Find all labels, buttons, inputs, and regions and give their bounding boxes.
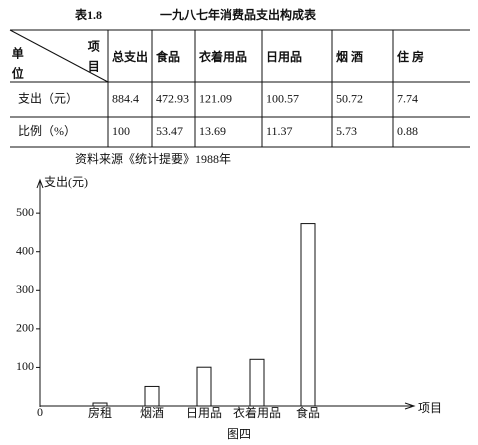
table-cell: 100.57 — [266, 91, 299, 105]
table-cell: 53.47 — [156, 124, 183, 138]
column-header: 食品 — [155, 49, 180, 64]
bar — [92, 402, 108, 407]
column-header: 衣着用品 — [199, 49, 247, 64]
y-tick-label: 400 — [16, 243, 34, 257]
table-cell: 13.69 — [199, 124, 226, 138]
table-title: 一九八七年消费品支出构成表 — [160, 7, 317, 22]
bar — [300, 223, 316, 407]
caption: 图四 — [227, 427, 251, 441]
x-tick-label: 房租 — [88, 405, 112, 420]
table-cell: 5.73 — [336, 124, 357, 138]
y-tick-label: 500 — [16, 205, 34, 219]
table-cell: 0.88 — [397, 124, 418, 138]
table-diagonal — [9, 29, 109, 83]
table-cell: 50.72 — [336, 91, 363, 105]
table-cell: 884.4 — [112, 91, 139, 105]
bar — [249, 358, 265, 407]
corner-right: 项目 — [86, 40, 100, 80]
x-arrow — [404, 402, 416, 410]
column-header: 住 房 — [397, 49, 424, 64]
corner-left: 单位 — [10, 46, 24, 87]
table-cell: 121.09 — [199, 91, 232, 105]
column-header: 烟 酒 — [336, 50, 363, 64]
x-axis-label: 项目 — [418, 401, 442, 415]
x-tick-label: 食品 — [296, 405, 320, 420]
x-tick-label: 日用品 — [186, 406, 222, 420]
table-cell: 支出（元） — [18, 91, 78, 105]
column-header: 日用品 — [266, 50, 302, 64]
y-axis-label: 支出(元) — [44, 175, 88, 189]
table-cell: 7.74 — [397, 91, 418, 105]
source: 资料来源《统计提要》1988年 — [75, 151, 231, 166]
y-arrow — [36, 178, 44, 189]
bar — [196, 366, 212, 407]
bar — [144, 385, 160, 407]
table-cell: 100 — [112, 124, 130, 138]
table-cell: 比例（%） — [18, 124, 76, 138]
x-tick-label: 衣着用品 — [233, 405, 281, 420]
table-cell: 472.93 — [156, 91, 189, 105]
column-header: 总支出 — [112, 49, 148, 64]
y-tick-label: 200 — [16, 321, 34, 335]
y-tick-label: 300 — [16, 282, 34, 296]
x-tick-label: 烟酒 — [140, 406, 164, 420]
y-tick-label: 0 — [37, 405, 43, 419]
table-cell: 11.37 — [266, 124, 293, 138]
y-tick-label: 100 — [16, 359, 34, 373]
table-number: 表1.8 — [74, 7, 102, 22]
